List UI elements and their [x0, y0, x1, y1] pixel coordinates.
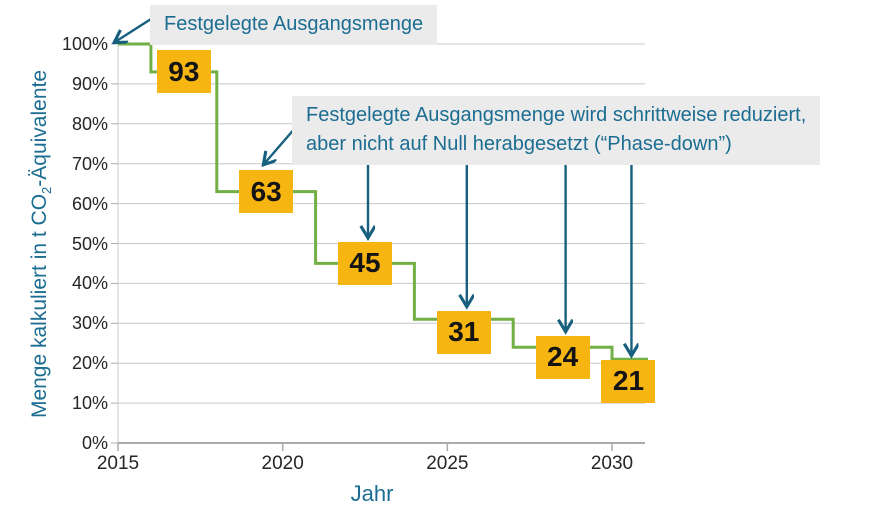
step-value-label-63: 63: [239, 170, 294, 214]
y-tick-label: 90%: [71, 73, 108, 94]
annotation-arrow-icon: [264, 126, 297, 164]
y-tick-label: 60%: [71, 193, 108, 214]
step-value-label-24: 24: [535, 335, 590, 379]
x-tick-label: 2025: [426, 453, 469, 474]
annotation-arrow-icon: [115, 17, 152, 42]
annotation-phase-down-line1: Festgelegte Ausgangsmenge wird schrittwe…: [306, 104, 807, 126]
x-axis-title: Jahr: [350, 481, 394, 506]
y-tick-label: 70%: [71, 153, 108, 174]
x-tick-label: 2015: [96, 453, 140, 474]
y-tick-label: 20%: [71, 353, 108, 374]
annotation-phase-down-line2: aber nicht auf Null herabgesetzt (“Phase…: [306, 133, 732, 155]
step-value-label-93: 93: [156, 50, 211, 94]
step-value-label-31: 31: [436, 310, 491, 354]
y-tick-label: 30%: [71, 313, 108, 334]
step-value-label-21: 21: [601, 359, 656, 403]
y-tick-label: 0%: [81, 433, 108, 453]
y-tick-label: 80%: [71, 113, 108, 134]
y-axis-title-subscript: 2: [39, 186, 54, 194]
x-tick-label: 2030: [590, 453, 634, 474]
step-value-label-45: 45: [338, 241, 392, 285]
x-tick-label: 2020: [261, 453, 304, 474]
y-tick-label: 40%: [71, 273, 108, 294]
y-axis-title: Menge kalkuliert in t CO2-Äquivalente: [28, 29, 54, 459]
y-tick-label: 10%: [71, 393, 108, 414]
y-tick-label: 50%: [71, 233, 108, 254]
annotation-start-quantity: Festgelegte Ausgangsmenge: [150, 5, 438, 45]
y-axis-title-text: Menge kalkuliert in t CO: [28, 193, 51, 419]
annotation-phase-down: Festgelegte Ausgangsmenge wird schrittwe…: [292, 96, 821, 165]
y-axis-title-unit: -Äquivalente: [28, 69, 51, 187]
y-tick-label: 100%: [61, 34, 108, 54]
